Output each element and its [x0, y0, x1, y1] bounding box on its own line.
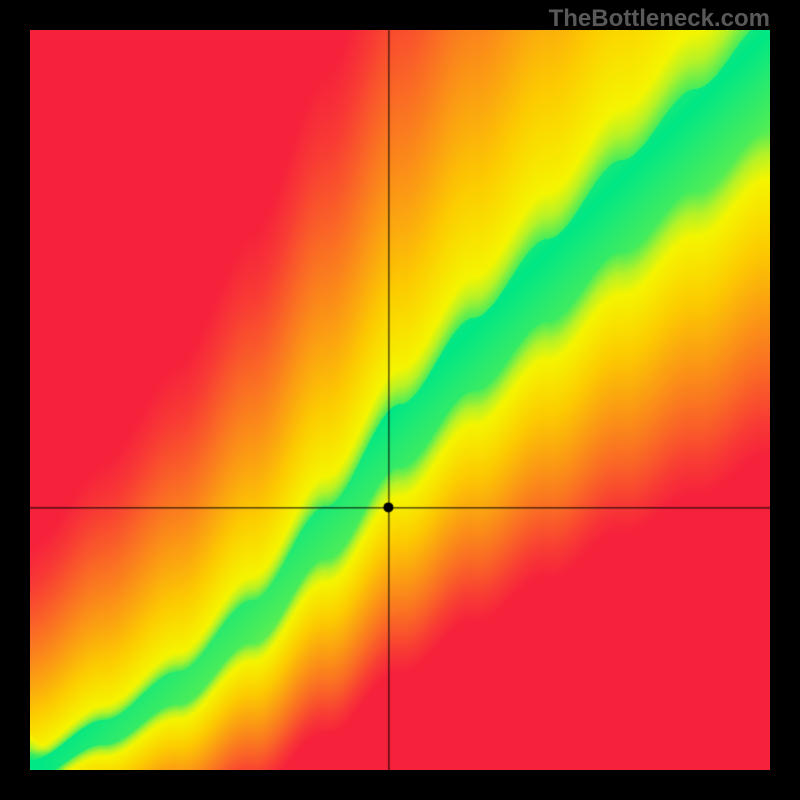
- watermark-text: TheBottleneck.com: [549, 5, 770, 33]
- chart-container: TheBottleneck.com: [0, 0, 800, 800]
- bottleneck-heatmap: [30, 30, 770, 770]
